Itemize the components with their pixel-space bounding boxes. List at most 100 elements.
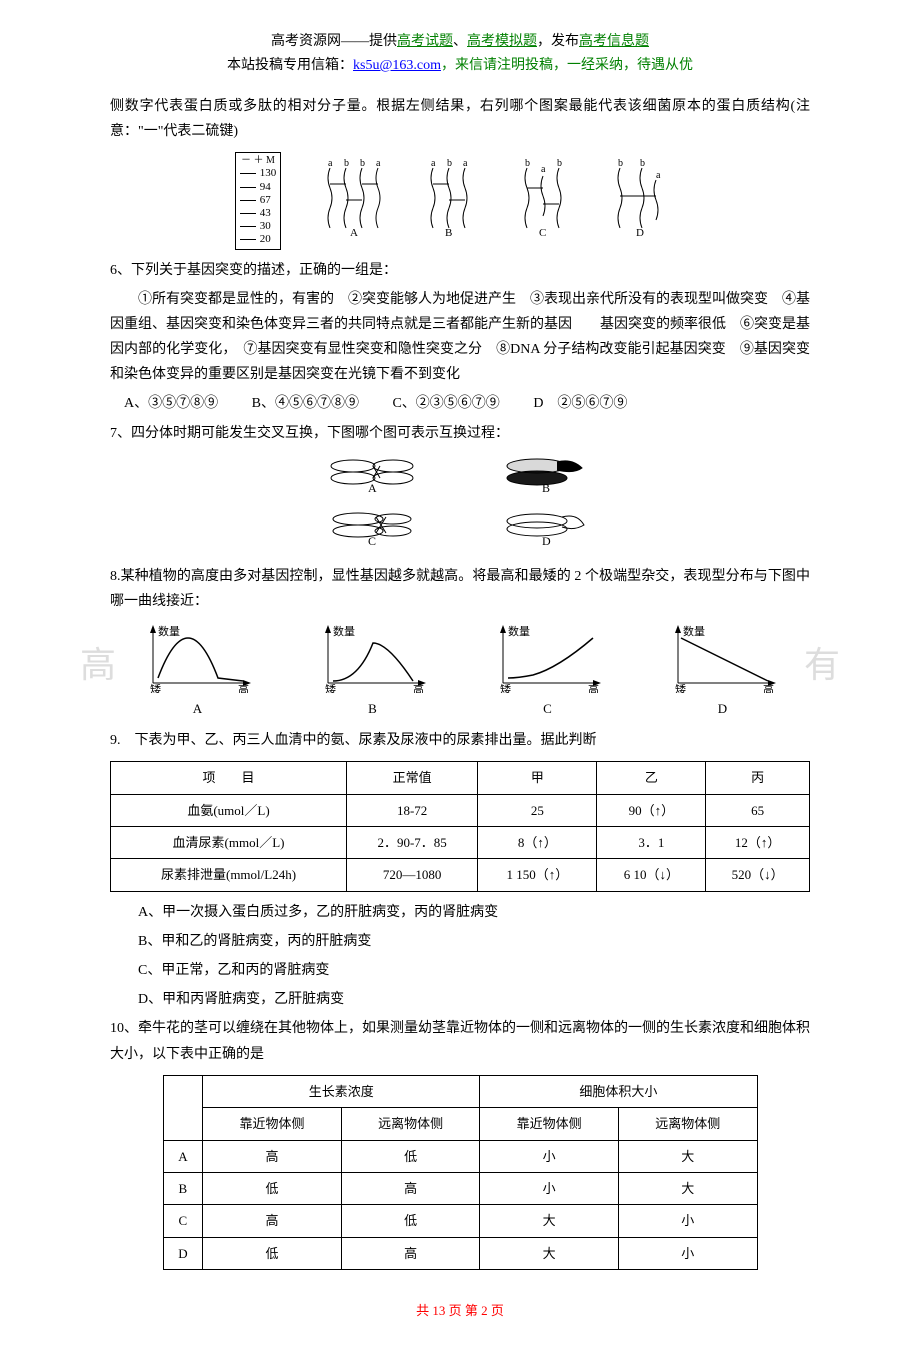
- header-prefix: 高考资源网——提供: [271, 34, 397, 49]
- q6-optC: C、②③⑤⑥⑦⑨: [392, 391, 499, 416]
- q10-rC0: C: [163, 1205, 203, 1237]
- q10-rD1: 低: [203, 1237, 342, 1269]
- svg-text:b: b: [344, 158, 349, 169]
- q10-rowB: B 低 高 小 大: [163, 1173, 757, 1205]
- sep1: 、: [453, 34, 467, 49]
- q9-r2c0: 尿素排泄量(mmol/L24h): [111, 859, 347, 891]
- q8-B-label: B: [313, 697, 433, 720]
- q10-sh4: 远离物体侧: [618, 1108, 757, 1140]
- header-mid: ，发布: [537, 34, 579, 49]
- gel-v0: 130: [260, 167, 277, 180]
- q9-row0: 血氨(umol／L) 18-72 25 90（↑） 65: [111, 794, 810, 826]
- svg-text:矮: 矮: [500, 682, 511, 693]
- q10-rD4: 小: [618, 1237, 757, 1269]
- q9-r0c2: 25: [478, 794, 597, 826]
- header-line-2: 本站投稿专用信箱：ks5u@163.com，来信请注明投稿，一经采纳，待遇从优: [110, 54, 810, 74]
- q6-optD: D ②⑤⑥⑦⑨: [533, 391, 627, 416]
- q9-r1c0: 血清尿素(mmol／L): [111, 826, 347, 858]
- svg-text:A: A: [368, 481, 377, 494]
- q8-stem: 8.某种植物的高度由多对基因控制，显性基因越多就越高。将最高和最矮的 2 个极端…: [110, 564, 810, 614]
- svg-text:b: b: [525, 158, 530, 169]
- svg-text:矮: 矮: [150, 682, 161, 693]
- page-header: 高考资源网——提供高考试题、高考模拟题，发布高考信息题 本站投稿专用信箱：ks5…: [110, 30, 810, 74]
- protein-D: bba D: [610, 156, 670, 245]
- svg-text:b: b: [447, 158, 452, 169]
- gel-v4: 30: [260, 220, 271, 233]
- protein-B-label: B: [445, 227, 452, 236]
- gel-v2: 67: [260, 194, 271, 207]
- q9-optD: D、甲和丙肾脏病变，乙肝脏病变: [138, 987, 810, 1012]
- q10-rowC: C 高 低 大 小: [163, 1205, 757, 1237]
- q7-stem: 7、四分体时期可能发生交叉互换，下图哪个图可表示互换过程：: [110, 421, 810, 446]
- q7-D: D: [502, 507, 592, 556]
- protein-A: abba A: [320, 156, 390, 245]
- q10-rA2: 低: [341, 1140, 480, 1172]
- svg-text:高: 高: [763, 682, 774, 693]
- q9-r0c1: 18-72: [347, 794, 478, 826]
- q10-rB3: 小: [480, 1173, 619, 1205]
- q10-sh1: 靠近物体侧: [203, 1108, 342, 1140]
- svg-text:a: a: [328, 158, 333, 169]
- q10-rC2: 低: [341, 1205, 480, 1237]
- link-mock[interactable]: 高考模拟题: [467, 34, 537, 49]
- q9-optC: C、甲正常，乙和丙的肾脏病变: [138, 958, 810, 983]
- q10-rC3: 大: [480, 1205, 619, 1237]
- link-exam[interactable]: 高考试题: [397, 34, 453, 49]
- q9-r0c4: 65: [706, 794, 810, 826]
- q7-figures: A B: [110, 454, 810, 556]
- q7-C: C: [328, 507, 418, 556]
- q8-chart-A: 数量 矮 高 A: [138, 623, 258, 720]
- gel-header: － ＋ M: [240, 155, 277, 167]
- svg-text:数量: 数量: [158, 625, 180, 638]
- q8-D-label: D: [663, 697, 783, 720]
- svg-text:a: a: [463, 158, 468, 169]
- q7-A: A: [328, 454, 418, 503]
- svg-text:D: D: [542, 534, 551, 547]
- svg-text:高: 高: [588, 682, 599, 693]
- svg-text:数量: 数量: [508, 625, 530, 638]
- q9-r1c2: 8（↑）: [478, 826, 597, 858]
- q10-rB4: 大: [618, 1173, 757, 1205]
- q8-chart-D: 数量 矮 高 D: [663, 623, 783, 720]
- q10-table: 生长素浓度 细胞体积大小 靠近物体侧 远离物体侧 靠近物体侧 远离物体侧 A 高…: [163, 1075, 758, 1270]
- q9-r2c1: 720—1080: [347, 859, 478, 891]
- q9-optA: A、甲一次摄入蛋白质过多，乙的肝脏病变，丙的肾脏病变: [138, 900, 810, 925]
- q9-row2: 尿素排泄量(mmol/L24h) 720—1080 1 150（↑） 6 10（…: [111, 859, 810, 891]
- q10-sub-header: 靠近物体侧 远离物体侧 靠近物体侧 远离物体侧: [163, 1108, 757, 1140]
- link-info[interactable]: 高考信息题: [579, 34, 649, 49]
- protein-A-label: A: [350, 227, 358, 236]
- svg-text:高: 高: [413, 682, 424, 693]
- svg-text:b: b: [640, 158, 645, 169]
- q8-chart-B: 数量 矮 高 B: [313, 623, 433, 720]
- svg-text:矮: 矮: [675, 682, 686, 693]
- q10-rA4: 大: [618, 1140, 757, 1172]
- q9-stem: 9. 下表为甲、乙、丙三人血清中的氨、尿素及尿液中的尿素排出量。据此判断: [110, 728, 810, 753]
- q6-optA: A、③⑤⑦⑧⑨: [124, 391, 218, 416]
- gel-diagram: － ＋ M 130 94 67 43 30 20: [235, 152, 282, 249]
- q9-r1c3: 3．1: [597, 826, 706, 858]
- page-footer: 共 13 页 第 2 页: [110, 1300, 810, 1319]
- q9-r1c4: 12（↑）: [706, 826, 810, 858]
- q9-h4: 丙: [706, 762, 810, 794]
- q10-th1: 生长素浓度: [203, 1075, 480, 1107]
- q9-row1: 血清尿素(mmol／L) 2．90-7．85 8（↑） 3．1 12（↑）: [111, 826, 810, 858]
- header-2-prefix: 本站投稿专用信箱：: [227, 58, 353, 73]
- q9-r2c3: 6 10（↓）: [597, 859, 706, 891]
- q9-r0c0: 血氨(umol／L): [111, 794, 347, 826]
- protein-D-label: D: [636, 227, 644, 236]
- q9-optB: B、甲和乙的肾脏病变，丙的肝脏病变: [138, 929, 810, 954]
- q9-header-row: 项 目 正常值 甲 乙 丙: [111, 762, 810, 794]
- q8-figures: 高 有 数量 矮 高 A: [110, 623, 810, 720]
- svg-text:C: C: [368, 534, 376, 547]
- q10-th2: 细胞体积大小: [480, 1075, 757, 1107]
- q10-rD0: D: [163, 1237, 203, 1269]
- q7-B: B: [502, 454, 592, 503]
- gel-v5: 20: [260, 233, 271, 246]
- q10-rC4: 小: [618, 1205, 757, 1237]
- q6-options: A、③⑤⑦⑧⑨ B、④⑤⑥⑦⑧⑨ C、②③⑤⑥⑦⑨ D ②⑤⑥⑦⑨: [124, 391, 810, 416]
- q9-h0: 项 目: [111, 762, 347, 794]
- q6-optB: B、④⑤⑥⑦⑧⑨: [252, 391, 359, 416]
- email-link[interactable]: ks5u@163.com: [353, 58, 441, 73]
- q10-rowD: D 低 高 大 小: [163, 1237, 757, 1269]
- q8-C-label: C: [488, 697, 608, 720]
